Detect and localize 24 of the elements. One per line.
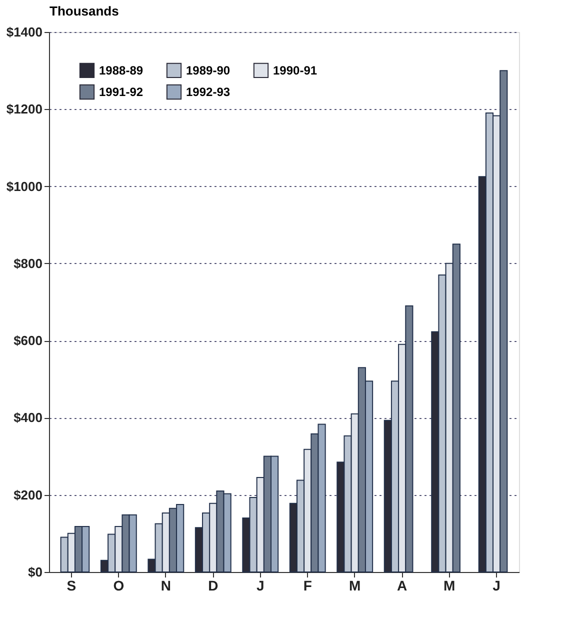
legend-label: 1988-89 [99,63,144,78]
x-tick-label: N [160,578,171,594]
y-tick-label: $1400 [6,24,42,40]
y-tick-label: $600 [14,333,42,348]
x-tick-label: O [113,578,124,594]
legend-label: 1990-91 [273,63,318,78]
x-tick-label: J [256,578,264,594]
legend-label: 1991-92 [99,85,144,99]
x-tick-label: A [397,578,408,594]
x-tick-label: F [303,578,312,594]
y-axis-title: Thousands [50,4,119,18]
y-tick-label: $0 [28,564,42,580]
x-tick-label: M [349,578,361,594]
y-tick-label: $800 [14,256,42,271]
legend-label: 1989-90 [186,63,230,78]
x-tick-label: S [66,578,76,594]
x-tick-label: D [208,578,218,594]
legend-label: 1992-93 [186,85,230,99]
x-tick-label: M [443,578,456,594]
y-tick-label: $200 [14,487,42,502]
y-tick-label: $1000 [6,178,42,194]
y-tick-label: $1200 [6,102,42,117]
y-tick-label: $400 [14,410,42,426]
x-tick-label: J [492,578,500,594]
